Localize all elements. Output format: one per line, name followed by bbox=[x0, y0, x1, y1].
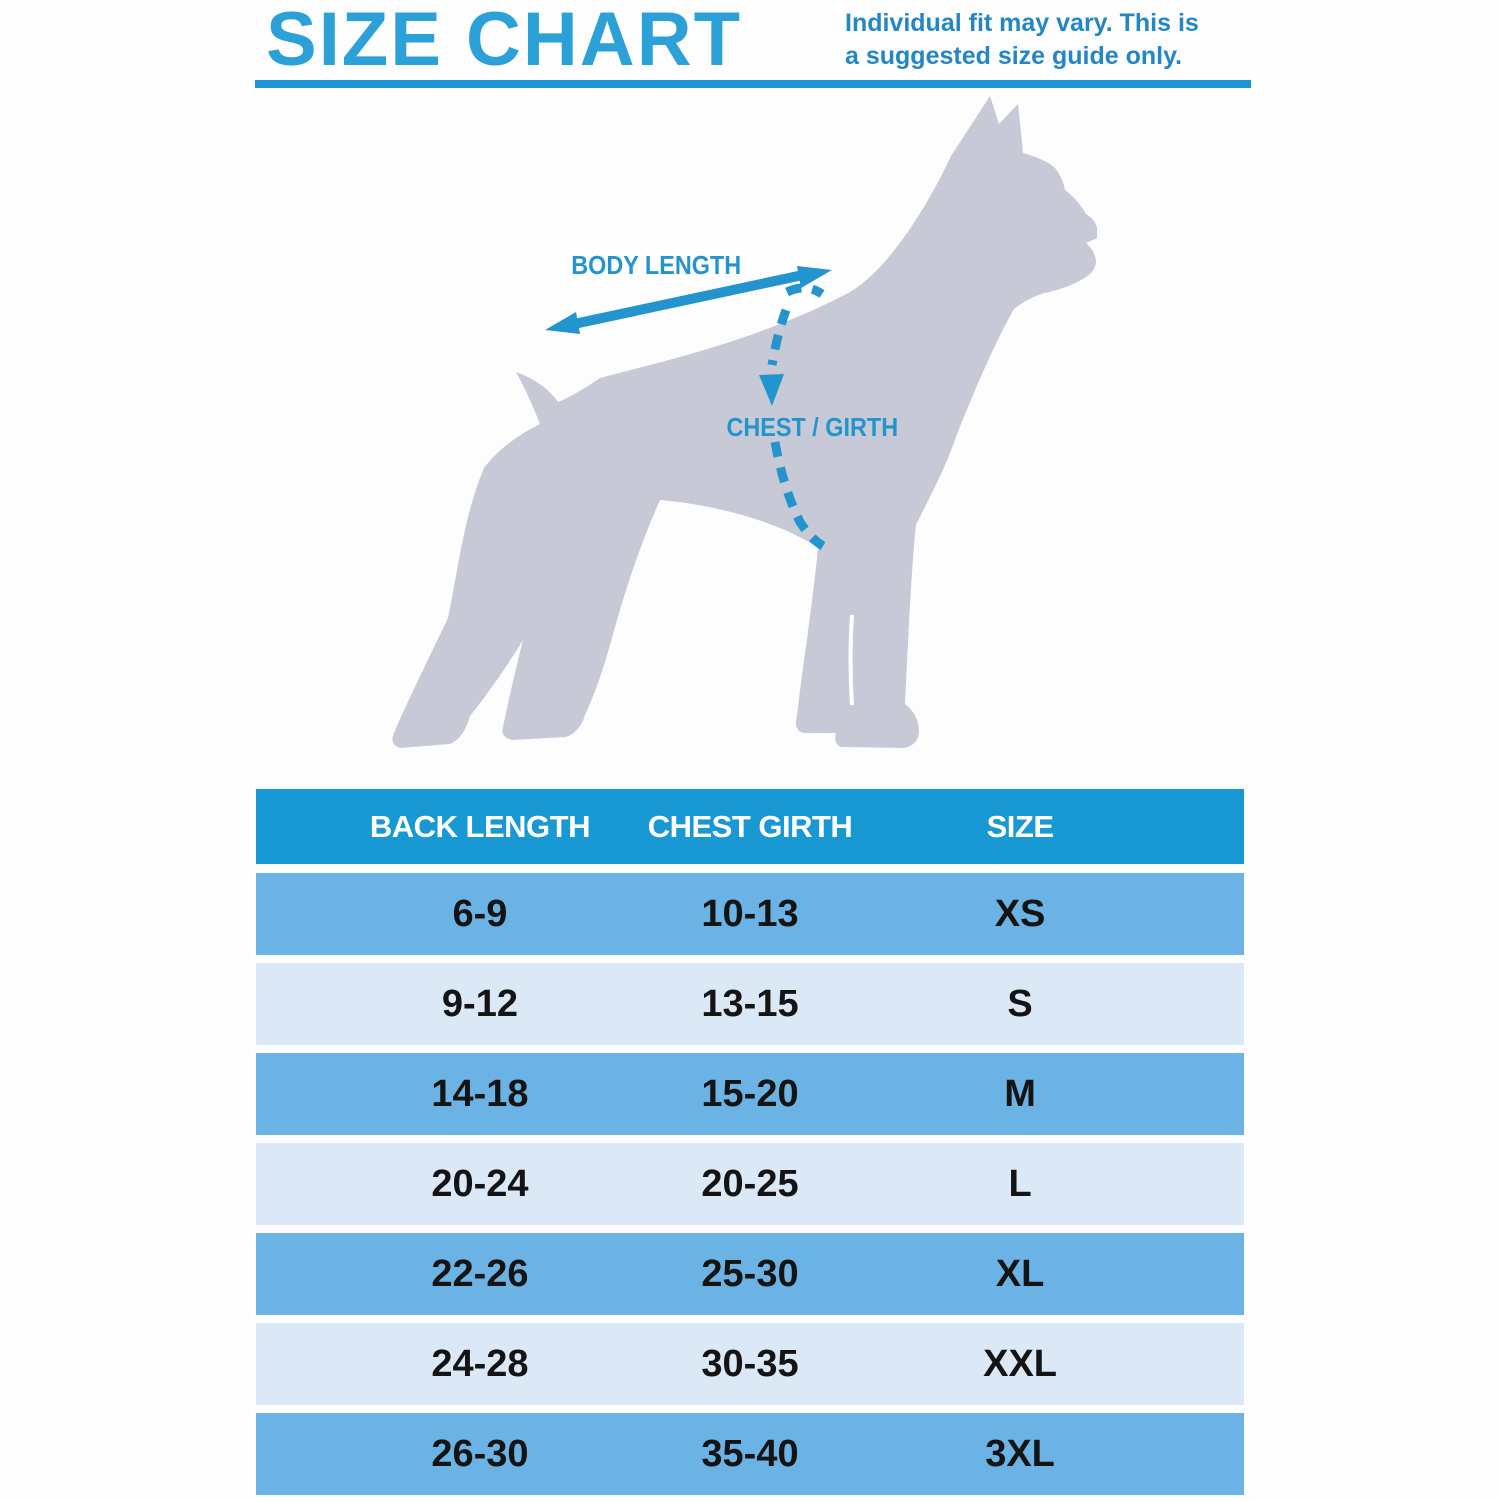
table-row: 14-18 15-20 M bbox=[256, 1053, 1244, 1135]
subtitle-line-1: Individual fit may vary. This is bbox=[845, 9, 1199, 37]
table-row: 24-28 30-35 XXL bbox=[256, 1323, 1244, 1405]
cell-size: XL bbox=[995, 1252, 1045, 1295]
column-header-size: SIZE bbox=[986, 808, 1054, 844]
cell-chest-girth: 35-40 bbox=[701, 1432, 799, 1475]
cell-back-length: 20-24 bbox=[431, 1162, 529, 1205]
table-row: 6-9 10-13 XS bbox=[256, 873, 1244, 955]
dog-silhouette bbox=[392, 96, 1097, 748]
subtitle: Individual fit may vary. This is a sugge… bbox=[845, 7, 1265, 73]
size-table: BACK LENGTH CHEST GIRTH SIZE 6-9 10-13 XS 9… bbox=[256, 789, 1244, 1500]
cell-size: XXL bbox=[983, 1342, 1058, 1385]
dog-measurement-diagram bbox=[392, 96, 1097, 748]
table-row: 20-24 20-25 L bbox=[256, 1143, 1244, 1225]
cell-size: L bbox=[1008, 1162, 1032, 1205]
cell-chest-girth: 10-13 bbox=[701, 892, 799, 935]
cell-chest-girth: 15-20 bbox=[701, 1072, 799, 1115]
body-length-arrow bbox=[545, 266, 832, 334]
cell-size: M bbox=[1004, 1072, 1036, 1115]
body-length-label: BODY LENGTH bbox=[571, 250, 742, 280]
cell-back-length: 14-18 bbox=[431, 1072, 529, 1115]
page-title: SIZE CHART bbox=[266, 0, 742, 82]
size-table-body: 6-9 10-13 XS 9-12 13-15 S 14-18 15-20 M 20-24 20-2… bbox=[256, 873, 1244, 1495]
table-row: 26-30 35-40 3XL bbox=[256, 1413, 1244, 1495]
table-row: 22-26 25-30 XL bbox=[256, 1233, 1244, 1315]
cell-size: S bbox=[1007, 982, 1033, 1025]
cell-size: XS bbox=[994, 892, 1046, 935]
cell-chest-girth: 13-15 bbox=[701, 982, 799, 1025]
subtitle-line-2: a suggested size guide only. bbox=[845, 42, 1183, 70]
cell-size: 3XL bbox=[985, 1432, 1055, 1475]
size-table-header: BACK LENGTH CHEST GIRTH SIZE bbox=[256, 789, 1244, 864]
chest-girth-dashed-line bbox=[767, 283, 826, 550]
cell-back-length: 24-28 bbox=[431, 1342, 529, 1385]
cell-back-length: 22-26 bbox=[431, 1252, 529, 1295]
front-leg-seam bbox=[848, 614, 854, 706]
cell-chest-girth: 20-25 bbox=[701, 1162, 799, 1205]
cell-chest-girth: 30-35 bbox=[701, 1342, 799, 1385]
column-header-back-length: BACK LENGTH bbox=[369, 808, 591, 844]
cell-back-length: 26-30 bbox=[431, 1432, 529, 1475]
cell-back-length: 9-12 bbox=[441, 982, 518, 1025]
chest-girth-arrowhead bbox=[759, 374, 784, 406]
column-header-chest-girth: CHEST GIRTH bbox=[647, 808, 853, 844]
title-underline bbox=[255, 80, 1251, 88]
chest-girth-label: CHEST / GIRTH bbox=[726, 412, 899, 442]
cell-back-length: 6-9 bbox=[452, 892, 508, 935]
cell-chest-girth: 25-30 bbox=[701, 1252, 799, 1295]
table-row: 9-12 13-15 S bbox=[256, 963, 1244, 1045]
